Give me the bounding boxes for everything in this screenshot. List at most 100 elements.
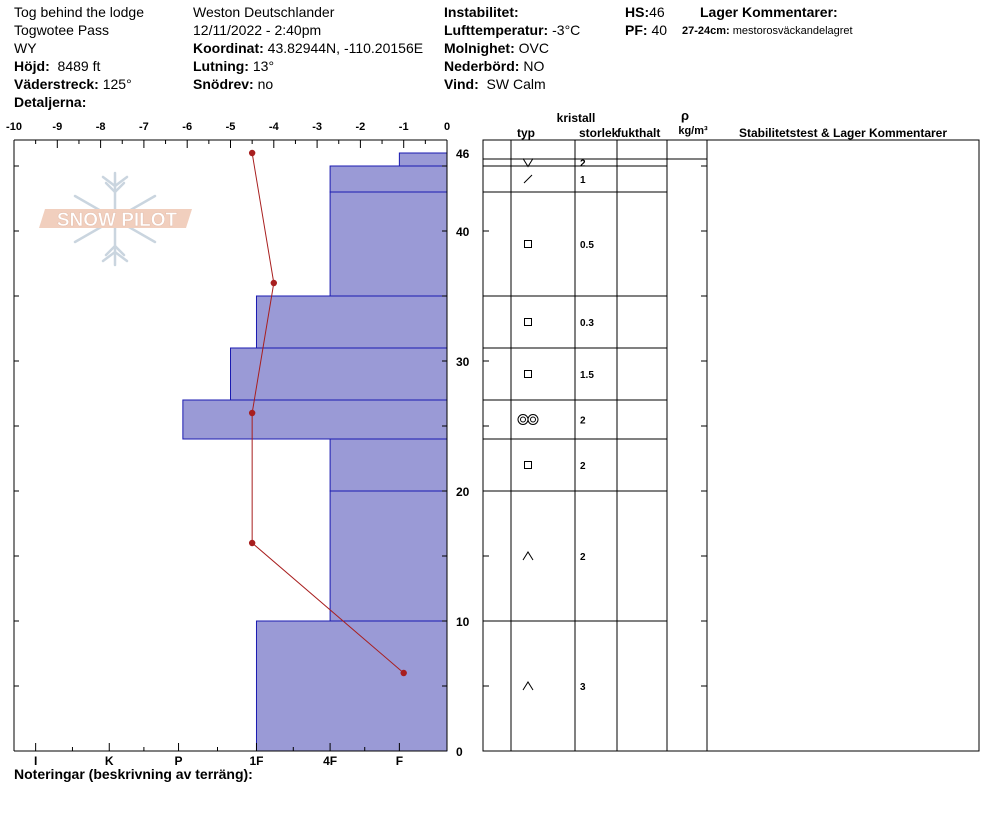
sky-value: OVC	[518, 40, 549, 56]
coord-value: 43.82944N, -110.20156E	[267, 40, 424, 56]
temp-tick-label-2: -8	[96, 121, 106, 133]
header-stability: Stabilitetstest & Lager Kommentarer	[739, 126, 947, 140]
air-temp-label: Lufttemperatur:	[444, 22, 549, 38]
grain-slash-mark	[523, 174, 533, 184]
temp-tick-label-0: -10	[6, 121, 22, 133]
layer-comment: 27-24cm: mestorosväckandelagret	[682, 22, 853, 40]
temp-point-1	[270, 279, 277, 287]
grain-square-icon-2	[524, 240, 532, 248]
layer-comment-depth: 27-24cm:	[682, 25, 730, 37]
layer-comments-title: Lager Kommentarer:	[700, 4, 838, 20]
grain-square-mark	[524, 370, 532, 378]
pf-label: PF:	[625, 22, 648, 38]
observer: Weston Deutschlander	[193, 4, 335, 20]
grain-slash-icon-1	[523, 174, 533, 184]
temp-tick-label-4: -6	[182, 121, 192, 133]
depth-tick-label-0: 0	[456, 745, 463, 759]
slope-row: Lutning: 13°	[193, 57, 274, 75]
grain-v-mark	[522, 158, 534, 168]
header-type: typ	[517, 126, 535, 140]
grain-square-mark	[524, 240, 532, 248]
datetime: 12/11/2022 - 2:40pm	[193, 22, 322, 38]
header-crystal: kristall	[557, 111, 596, 125]
sky-row: Molnighet: OVC	[444, 39, 549, 57]
state: WY	[14, 40, 37, 56]
grain-caret-icon-7	[522, 551, 534, 561]
hardness-bar-2	[329, 191, 448, 297]
grain-size-0: 2	[580, 159, 586, 170]
grain-square-mark	[524, 461, 532, 469]
header-density-unit: kg/m³	[678, 125, 708, 137]
hardness-tick-label-4: 4F	[323, 754, 337, 768]
header-rho: ρ	[681, 108, 689, 123]
depth-tick-label-2: 20	[456, 485, 470, 499]
logo-banner	[39, 209, 192, 228]
hardness-bar-8	[255, 620, 448, 752]
air-temp-value: -3°C	[552, 22, 581, 38]
location-name: Tog behind the lodge	[14, 4, 144, 20]
drift-row: Snödrev: no	[193, 75, 273, 93]
grain-dot-left	[520, 416, 526, 423]
temp-tick-label-8: -2	[356, 121, 366, 133]
elevation-row: Höjd: 8489 ft	[14, 57, 100, 75]
hardness-bar-6	[329, 438, 448, 492]
hardness-bar-5	[182, 399, 448, 440]
temp-tick-label-1: -9	[52, 121, 62, 133]
hardness-tick-label-2: P	[175, 754, 183, 768]
elevation-value: 8489 ft	[57, 58, 101, 74]
hs-value: 46	[649, 4, 665, 20]
precip-value: NO	[523, 58, 545, 74]
aspect-row: Väderstreck: 125°	[14, 75, 132, 93]
coord-row: Koordinat: 43.82944N, -110.20156E	[193, 39, 423, 57]
grain-square-icon-6	[524, 461, 532, 469]
wind-value: SW Calm	[486, 76, 546, 92]
hardness-bar-4	[230, 347, 448, 401]
hardness-tick-label-3: 1F	[249, 754, 263, 768]
pf-row: PF: 40	[625, 21, 667, 39]
logo-text: SNOW PILOT	[57, 210, 178, 231]
temperature-profile	[248, 149, 407, 677]
drift-label: Snödrev:	[193, 76, 254, 92]
snowpilot-logo: SNOW PILOT	[39, 171, 192, 267]
notes-label: Noteringar (beskrivning av terräng):	[14, 766, 253, 782]
snow-profile-chart: SNOW PILOT 2 1 0.5 0.3 1.5 2 2 2 3 kristall typ …	[6, 108, 980, 768]
grain-square-icon-3	[524, 318, 532, 326]
hardness-tick-label-0: I	[34, 754, 37, 768]
temp-point-0	[248, 149, 256, 157]
grain-size-1: 1	[580, 175, 586, 186]
hardness-bar-7	[329, 490, 448, 622]
elevation-label: Höjd:	[14, 58, 50, 74]
air-temp-row: Lufttemperatur: -3°C	[444, 21, 580, 39]
table-border	[482, 139, 980, 752]
grain-size-5: 2	[580, 416, 586, 427]
grain-square-mark	[524, 318, 532, 326]
aspect-label: Väderstreck:	[14, 76, 99, 92]
grain-ring-left	[517, 414, 529, 425]
instability-label: Instabilitet:	[444, 4, 519, 20]
header-moisture: fukthalt	[617, 126, 660, 140]
hardness-bar-3	[255, 295, 448, 349]
slope-value: 13°	[252, 58, 275, 74]
depth-tick-label-5: 46	[456, 147, 470, 161]
drift-value: no	[257, 76, 274, 92]
hs-label: HS:	[625, 4, 650, 20]
depth-tick-label-4: 40	[456, 225, 470, 239]
hardness-bar-0	[398, 152, 448, 167]
temp-point-3	[248, 539, 256, 547]
grain-double-circle-icon-5	[517, 414, 539, 425]
table-rows: 2 1 0.5 0.3 1.5 2 2 2 3	[483, 158, 707, 693]
hs-row: HS:46	[625, 3, 665, 21]
depth-tick-label-3: 30	[456, 355, 470, 369]
details-label: Detaljerna:	[14, 94, 87, 110]
temp-tick-label-7: -3	[312, 121, 322, 133]
instability-row: Instabilitet:	[444, 3, 519, 21]
aspect-value: 125°	[102, 76, 132, 92]
header-size: storlek	[579, 126, 619, 140]
grain-v-icon-0	[522, 158, 534, 168]
temp-tick-label-3: -7	[139, 121, 149, 133]
wind-label: Vind:	[444, 76, 479, 92]
hardness-bars	[182, 152, 448, 752]
grain-size-2: 0.5	[580, 240, 594, 251]
grain-ring-right	[527, 414, 539, 425]
